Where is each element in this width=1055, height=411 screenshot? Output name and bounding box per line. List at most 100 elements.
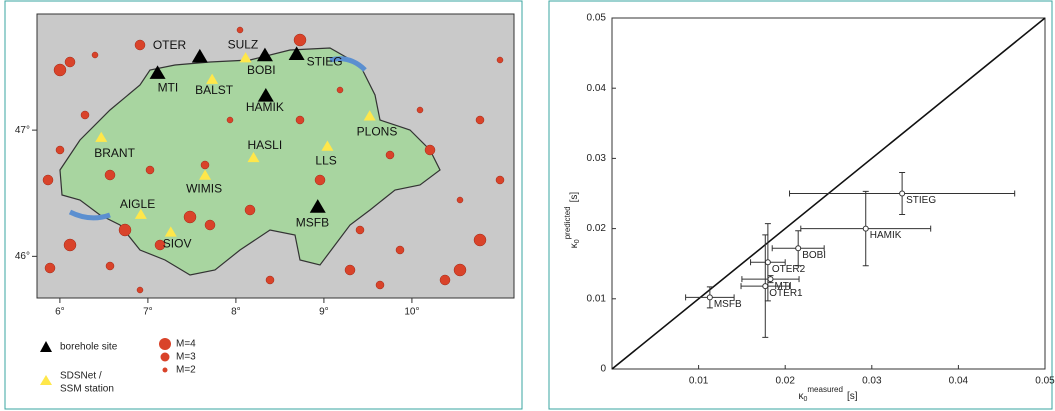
point-label: HAMIK xyxy=(870,230,902,241)
x-axis-superscript: measured xyxy=(807,385,843,394)
earthquake xyxy=(337,87,343,93)
x-tick-label: 0.02 xyxy=(775,376,795,387)
y-axis-superscript: predicted xyxy=(563,206,572,239)
legend-label: M=3 xyxy=(176,352,196,363)
earthquake xyxy=(296,116,304,124)
legend-label: borehole site xyxy=(60,342,118,353)
y-axis-subscript: 0 xyxy=(574,239,581,243)
x-axis-unit: [s] xyxy=(847,391,858,402)
point xyxy=(900,191,905,196)
station-label: HAMIK xyxy=(246,100,284,114)
earthquake xyxy=(105,170,115,180)
station-label: BRANT xyxy=(94,146,135,160)
earthquake xyxy=(315,175,325,185)
point xyxy=(765,260,770,265)
earthquake xyxy=(81,111,89,119)
legend-label: SSM station xyxy=(60,384,114,395)
earthquake xyxy=(266,276,274,284)
station-label: AIGLE xyxy=(120,197,155,211)
point-label: STIEG xyxy=(906,195,936,206)
station-label: HASLI xyxy=(247,138,282,152)
point xyxy=(796,246,801,251)
earthquake xyxy=(376,281,384,289)
earthquake xyxy=(396,246,404,254)
y-tick-label: 0.02 xyxy=(587,223,607,234)
earthquake xyxy=(65,57,75,67)
earthquake xyxy=(496,176,504,184)
y-axis-unit: [s] xyxy=(569,192,580,203)
x-tick-label: 0.04 xyxy=(949,376,969,387)
earthquake xyxy=(454,264,466,276)
station-label: MTI xyxy=(158,80,179,94)
station-label: OTER xyxy=(153,38,187,52)
earthquake xyxy=(476,116,484,124)
earthquake xyxy=(146,166,154,174)
legend-circle xyxy=(163,368,168,373)
map-y-tick-label: 46° xyxy=(15,251,30,262)
earthquake xyxy=(135,40,145,50)
legend-circle xyxy=(159,338,171,350)
point-label: BOBI xyxy=(802,250,826,261)
earthquake xyxy=(43,175,53,185)
earthquake xyxy=(345,265,355,275)
page: borehole site SDSNet / SSM station M=4 M… xyxy=(0,0,1055,411)
y-tick-label: 0.03 xyxy=(587,153,607,164)
station-label: MSFB xyxy=(296,215,329,229)
figure: borehole site SDSNet / SSM station M=4 M… xyxy=(0,0,1055,411)
earthquake xyxy=(356,226,364,234)
earthquake xyxy=(425,145,435,155)
legend-label: M=4 xyxy=(176,339,196,350)
earthquake xyxy=(92,52,98,58)
earthquake xyxy=(201,161,209,169)
map-x-tick-label: 8° xyxy=(231,307,241,318)
station-label: BOBI xyxy=(247,63,276,77)
earthquake xyxy=(440,275,450,285)
map-y-tick-label: 47° xyxy=(15,125,30,136)
station-label: SULZ xyxy=(228,37,259,51)
station-label: STIEG xyxy=(307,55,343,69)
station-label: SIOV xyxy=(163,237,192,251)
station-label: PLONS xyxy=(357,124,398,138)
legend-label: SDSNet / xyxy=(60,371,102,382)
y-tick-label: 0.01 xyxy=(587,293,607,304)
earthquake xyxy=(294,34,306,46)
legend-circle xyxy=(161,353,170,362)
earthquake xyxy=(227,117,233,123)
y-tick-label: 0 xyxy=(600,364,606,375)
x-tick-label: 0.05 xyxy=(1035,376,1055,387)
earthquake xyxy=(497,57,503,63)
earthquake xyxy=(386,151,394,159)
point-label: OTER2 xyxy=(772,264,806,275)
earthquake xyxy=(45,263,55,273)
earthquake xyxy=(119,224,131,236)
earthquake xyxy=(205,220,215,230)
right-panel xyxy=(549,1,1052,409)
point xyxy=(768,277,773,282)
map-x-tick-label: 10° xyxy=(404,307,419,318)
earthquake xyxy=(417,107,423,113)
station-label: LLS xyxy=(315,154,336,168)
earthquake xyxy=(54,64,66,76)
earthquake xyxy=(56,146,64,154)
earthquake xyxy=(237,27,243,33)
earthquake xyxy=(184,211,196,223)
point-label: MSFB xyxy=(714,299,742,310)
earthquake xyxy=(474,234,486,246)
map-x-tick-label: 7° xyxy=(143,307,153,318)
station-label: BALST xyxy=(195,83,234,97)
station-label: WIMIS xyxy=(186,182,222,196)
x-tick-label: 0.03 xyxy=(862,376,882,387)
x-axis-subscript: 0 xyxy=(803,396,807,403)
earthquake xyxy=(245,205,255,215)
point xyxy=(707,295,712,300)
legend-label: M=2 xyxy=(176,365,196,376)
map-x-tick-label: 9° xyxy=(319,307,329,318)
earthquake xyxy=(457,197,463,203)
point xyxy=(863,226,868,231)
x-tick-label: 0.01 xyxy=(689,376,709,387)
earthquake xyxy=(106,262,114,270)
earthquake xyxy=(137,287,143,293)
earthquake xyxy=(64,239,76,251)
y-tick-label: 0.04 xyxy=(587,83,607,94)
point xyxy=(763,284,768,289)
